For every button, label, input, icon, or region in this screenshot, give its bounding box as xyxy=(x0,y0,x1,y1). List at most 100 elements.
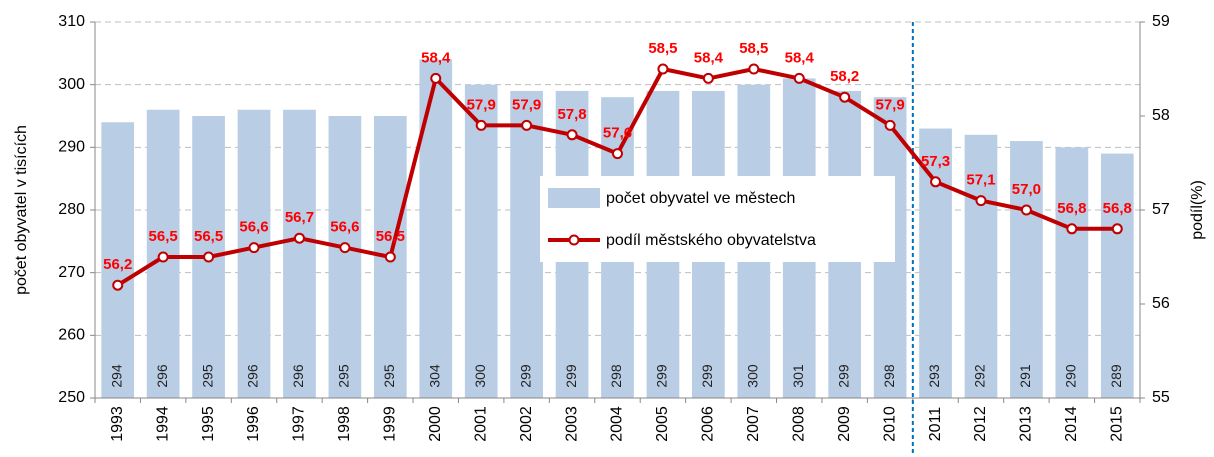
bar xyxy=(1100,153,1134,398)
line-value-label: 58,4 xyxy=(785,49,815,66)
bar-value-label: 295 xyxy=(199,364,215,388)
y-tick-label: 270 xyxy=(58,264,85,281)
line-marker xyxy=(430,72,442,84)
x-tick-label: 2005 xyxy=(654,406,671,442)
line-marker xyxy=(203,251,215,263)
bar xyxy=(964,134,998,399)
x-tick-label: 2000 xyxy=(427,406,444,442)
bar xyxy=(237,109,271,398)
y-tick-label: 280 xyxy=(58,201,85,218)
line-value-label: 57,9 xyxy=(467,96,496,113)
line-value-label: 56,6 xyxy=(330,219,359,236)
line-value-label: 56,5 xyxy=(376,228,405,245)
bar-value-label: 301 xyxy=(790,364,806,388)
bar-value-label: 293 xyxy=(926,364,942,388)
line-value-label: 58,2 xyxy=(830,68,859,85)
line-value-label: 57,1 xyxy=(966,172,995,189)
bar xyxy=(510,90,543,398)
bar-value-label: 299 xyxy=(517,364,533,388)
line-value-label: 57,9 xyxy=(512,96,541,113)
line-marker xyxy=(1066,223,1078,235)
x-tick-label: 1996 xyxy=(245,406,262,442)
line-value-label: 57,3 xyxy=(921,153,950,170)
line-marker xyxy=(293,232,305,244)
y2-tick-label: 55 xyxy=(1152,389,1170,406)
x-tick-label: 2012 xyxy=(972,406,989,442)
bar-value-label: 298 xyxy=(608,364,624,388)
y-axis-label: počet obyvatel v tisících xyxy=(13,125,30,295)
line-marker xyxy=(748,63,760,75)
x-tick-label: 2001 xyxy=(472,406,489,442)
bar xyxy=(328,116,362,398)
x-tick-label: 2008 xyxy=(790,406,807,442)
y-tick-label: 310 xyxy=(58,13,85,30)
bar-value-label: 289 xyxy=(1108,364,1124,388)
line-marker xyxy=(884,119,896,131)
bar-value-label: 299 xyxy=(563,364,579,388)
bar xyxy=(101,122,135,399)
x-tick-label: 1999 xyxy=(382,406,399,442)
line-value-label: 58,5 xyxy=(739,40,768,57)
y-tick-label: 250 xyxy=(58,389,85,406)
line-value-label: 56,7 xyxy=(285,209,314,226)
y2-axis-label: podíl(%) xyxy=(1189,180,1206,240)
bar-value-label: 292 xyxy=(972,364,988,388)
x-tick-label: 1997 xyxy=(291,406,308,442)
y-tick-label: 290 xyxy=(58,139,85,156)
line-marker xyxy=(930,176,942,188)
bar xyxy=(1055,147,1089,398)
y-tick-label: 260 xyxy=(58,327,85,344)
line-marker xyxy=(657,63,669,75)
y2-tick-label: 57 xyxy=(1152,201,1170,218)
y-tick-label: 300 xyxy=(58,76,85,93)
line-marker xyxy=(702,72,714,84)
line-value-label: 56,2 xyxy=(103,256,132,273)
line-value-label: 58,4 xyxy=(421,49,451,66)
bar-value-label: 298 xyxy=(881,364,897,388)
bar-value-label: 299 xyxy=(835,364,851,388)
line-value-label: 57,9 xyxy=(876,96,905,113)
line-marker xyxy=(839,91,851,103)
line-marker xyxy=(157,251,169,263)
line-marker xyxy=(248,242,260,254)
x-tick-label: 2013 xyxy=(1018,406,1035,442)
x-tick-label: 1995 xyxy=(200,406,217,442)
bar-value-label: 299 xyxy=(699,364,715,388)
x-tick-label: 2003 xyxy=(563,406,580,442)
bar xyxy=(919,128,952,399)
bar-value-label: 295 xyxy=(336,364,352,388)
line-value-label: 56,5 xyxy=(194,228,223,245)
bar-value-label: 296 xyxy=(245,364,261,388)
x-tick-label: 2011 xyxy=(927,407,944,442)
legend-label: podíl městského obyvatelstva xyxy=(606,232,816,249)
x-tick-label: 2004 xyxy=(609,406,626,442)
x-tick-label: 2002 xyxy=(518,406,535,442)
x-tick-label: 1998 xyxy=(336,406,353,442)
y2-tick-label: 58 xyxy=(1152,107,1170,124)
legend-swatch xyxy=(548,188,600,208)
line-marker xyxy=(566,129,578,141)
x-tick-label: 1994 xyxy=(154,406,171,442)
x-tick-label: 2014 xyxy=(1063,406,1080,442)
bar-value-label: 300 xyxy=(745,364,761,388)
line-value-label: 58,4 xyxy=(694,49,724,66)
bar xyxy=(419,59,453,398)
line-marker xyxy=(112,279,124,291)
bar-value-label: 296 xyxy=(290,364,306,388)
line-marker xyxy=(793,72,805,84)
line-value-label: 56,8 xyxy=(1103,200,1132,217)
x-tick-label: 2007 xyxy=(745,406,762,442)
line-marker xyxy=(612,148,623,160)
legend-label: počet obyvatel ve městech xyxy=(606,190,795,207)
line-value-label: 57,8 xyxy=(557,106,586,123)
line-marker xyxy=(339,242,351,254)
line-value-label: 58,5 xyxy=(648,40,677,57)
line-value-label: 57,6 xyxy=(603,125,632,142)
bar-value-label: 294 xyxy=(108,364,124,388)
bar-value-label: 290 xyxy=(1063,364,1079,388)
bar-value-label: 291 xyxy=(1017,364,1033,388)
line-marker xyxy=(384,251,396,263)
x-tick-label: 2010 xyxy=(881,406,898,442)
x-tick-label: 2006 xyxy=(700,406,717,442)
